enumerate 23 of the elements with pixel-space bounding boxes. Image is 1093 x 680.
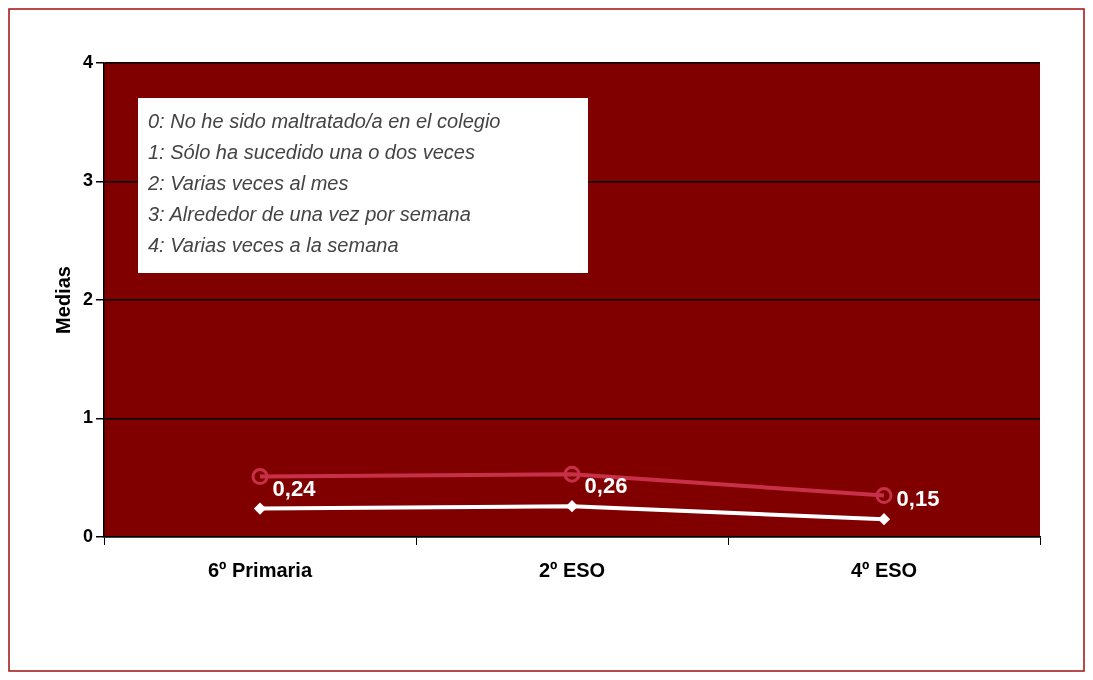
point (251, 468, 269, 486)
x-tick-label: 6º Primaria (207, 558, 313, 581)
y-tick-label: 2 (83, 288, 94, 309)
annotation: 3: Alrededor de una vez por semana (148, 202, 472, 227)
y-tick-label: 0 (83, 525, 94, 546)
annotation: 1: Sólo ha sucedido una o dos veces (148, 140, 476, 165)
annotation: 0: No he sido maltratado/a en el colegio (148, 109, 502, 134)
x-tick-label: 2º ESO (538, 558, 606, 581)
y-tick-label: 4 (83, 51, 94, 72)
y-tick-label: 3 (83, 170, 94, 191)
y-tick-label: 1 (83, 407, 94, 428)
data-label: 0,26 (584, 473, 628, 499)
point (566, 500, 578, 512)
y-axis-title: Medias (51, 266, 74, 334)
x-tick-label: 4º ESO (850, 558, 918, 581)
annotation: 4: Varias veces a la semana (148, 233, 400, 258)
data-label: 0,24 (272, 475, 317, 501)
point (563, 465, 581, 483)
point (878, 513, 890, 525)
point (875, 487, 893, 505)
point (254, 503, 266, 515)
data-label: 0,15 (896, 486, 940, 512)
annotation: 2: Varias veces al mes (148, 171, 350, 196)
